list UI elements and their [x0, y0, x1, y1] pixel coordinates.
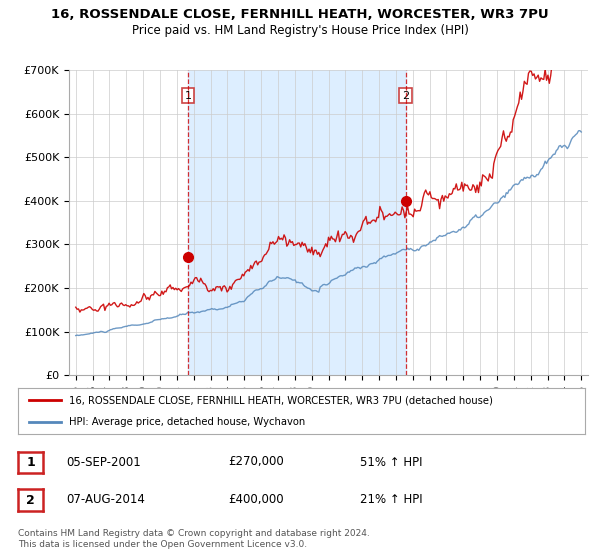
Text: Contains HM Land Registry data © Crown copyright and database right 2024.
This d: Contains HM Land Registry data © Crown c… — [18, 529, 370, 549]
Text: 07-AUG-2014: 07-AUG-2014 — [66, 493, 145, 506]
Text: £400,000: £400,000 — [228, 493, 284, 506]
Text: 2: 2 — [26, 493, 35, 507]
Text: 1: 1 — [185, 91, 191, 101]
Text: 16, ROSSENDALE CLOSE, FERNHILL HEATH, WORCESTER, WR3 7PU: 16, ROSSENDALE CLOSE, FERNHILL HEATH, WO… — [51, 8, 549, 21]
Text: 2: 2 — [402, 91, 409, 101]
Text: £270,000: £270,000 — [228, 455, 284, 469]
Text: 1: 1 — [26, 456, 35, 469]
Text: Price paid vs. HM Land Registry's House Price Index (HPI): Price paid vs. HM Land Registry's House … — [131, 24, 469, 36]
Text: 21% ↑ HPI: 21% ↑ HPI — [360, 493, 422, 506]
Text: HPI: Average price, detached house, Wychavon: HPI: Average price, detached house, Wych… — [69, 417, 305, 427]
Text: 05-SEP-2001: 05-SEP-2001 — [66, 455, 141, 469]
Text: 51% ↑ HPI: 51% ↑ HPI — [360, 455, 422, 469]
Bar — [188, 70, 406, 375]
Text: 16, ROSSENDALE CLOSE, FERNHILL HEATH, WORCESTER, WR3 7PU (detached house): 16, ROSSENDALE CLOSE, FERNHILL HEATH, WO… — [69, 395, 493, 405]
